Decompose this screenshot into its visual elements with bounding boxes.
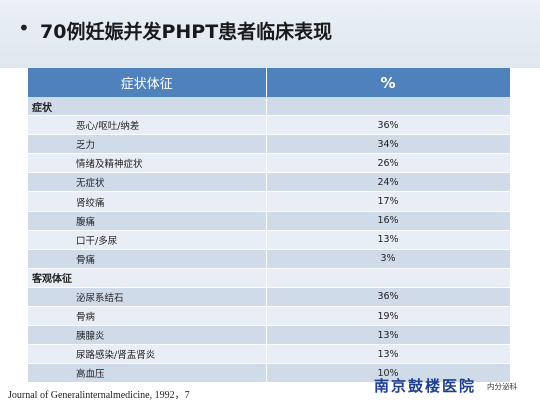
category-row: 症状 bbox=[28, 97, 511, 117]
table-row: 恶心/呕吐/纳差 36% bbox=[28, 115, 511, 136]
table-header-row: 症状体征 % bbox=[28, 68, 511, 97]
table-row: 骨痛 3% bbox=[28, 249, 511, 269]
table-body: 症状 恶心/呕吐/纳差 36% 乏力 34% 情绪及精神症状 26% 无症状 24% 肾绞痛 17%… bbox=[28, 97, 511, 384]
symptom-label: 恶心/呕吐/纳差 bbox=[28, 115, 267, 136]
department-name: 内分泌科 bbox=[487, 382, 517, 391]
table-row: 肾绞痛 17% bbox=[28, 191, 511, 212]
symptom-label: 无症状 bbox=[28, 172, 267, 193]
title-bar: • 70例妊娠并发PHPT患者临床表现 bbox=[0, 0, 540, 68]
symptom-percent: 13% bbox=[266, 344, 511, 365]
table-row: 胰腺炎 13% bbox=[28, 325, 511, 346]
symptom-label: 口干/多尿 bbox=[28, 230, 267, 250]
symptom-label: 高血压 bbox=[28, 363, 267, 384]
symptom-label: 骨痛 bbox=[28, 249, 267, 269]
symptom-label: 肾绞痛 bbox=[28, 191, 267, 212]
symptom-label: 胰腺炎 bbox=[28, 325, 267, 346]
symptom-label: 骨病 bbox=[28, 306, 267, 327]
symptom-percent: 26% bbox=[266, 153, 511, 174]
symptom-label: 尿路感染/肾盂肾炎 bbox=[28, 344, 267, 365]
table-row: 乏力 34% bbox=[28, 134, 511, 155]
category-empty-cell bbox=[266, 268, 511, 288]
table-row: 尿路感染/肾盂肾炎 13% bbox=[28, 344, 511, 365]
symptom-percent: 36% bbox=[266, 287, 511, 308]
table-row: 口干/多尿 13% bbox=[28, 230, 511, 250]
citation: Journal of Generalinternalmedicine, 1992… bbox=[8, 390, 190, 401]
symptom-percent: 16% bbox=[266, 211, 511, 231]
table-row: 高血压 10% bbox=[28, 363, 511, 384]
table-row: 情绪及精神症状 26% bbox=[28, 153, 511, 174]
slide-title: 70例妊娠并发PHPT患者临床表现 bbox=[40, 21, 333, 43]
table-row: 腹痛 16% bbox=[28, 211, 511, 231]
header-percent: % bbox=[266, 68, 511, 97]
symptom-percent: 3% bbox=[266, 249, 511, 269]
table-row: 无症状 24% bbox=[28, 172, 511, 193]
title-bullet: • bbox=[18, 16, 30, 40]
symptom-percent: 36% bbox=[266, 115, 511, 136]
symptom-label: 腹痛 bbox=[28, 211, 267, 231]
symptom-label: 泌尿系结石 bbox=[28, 287, 267, 308]
symptom-percent: 13% bbox=[266, 325, 511, 346]
symptom-label: 乏力 bbox=[28, 134, 267, 155]
hospital-logo: 南京鼓楼医院 bbox=[374, 377, 477, 395]
symptom-percent: 34% bbox=[266, 134, 511, 155]
symptom-percent: 10% bbox=[266, 363, 511, 384]
category-label: 客观体征 bbox=[28, 268, 267, 288]
symptom-percent: 17% bbox=[266, 191, 511, 212]
category-row: 客观体征 bbox=[28, 268, 511, 288]
category-empty-cell bbox=[266, 97, 511, 117]
table-row: 泌尿系结石 36% bbox=[28, 287, 511, 308]
symptom-percent: 24% bbox=[266, 172, 511, 193]
symptom-percent: 13% bbox=[266, 230, 511, 250]
symptom-percent: 19% bbox=[266, 306, 511, 327]
header-symptom: 症状体征 bbox=[28, 68, 267, 97]
symptom-label: 情绪及精神症状 bbox=[28, 153, 267, 174]
table-row: 骨病 19% bbox=[28, 306, 511, 327]
symptoms-table: 症状体征 % 症状 恶心/呕吐/纳差 36% 乏力 34% 情绪及精神症状 26% 无症状 24… bbox=[28, 68, 511, 384]
category-label: 症状 bbox=[28, 97, 267, 117]
